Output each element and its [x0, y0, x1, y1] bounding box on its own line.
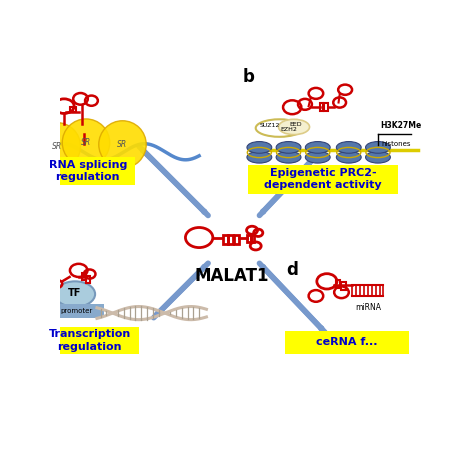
Bar — [73, 107, 76, 112]
Bar — [223, 235, 228, 244]
FancyBboxPatch shape — [40, 157, 135, 185]
Bar — [319, 103, 323, 110]
Bar — [49, 304, 104, 318]
Bar — [247, 235, 251, 242]
Ellipse shape — [247, 151, 272, 163]
Ellipse shape — [276, 142, 301, 153]
Text: histones: histones — [382, 141, 411, 147]
Text: Transcription
regulation: Transcription regulation — [48, 329, 131, 352]
Bar — [82, 273, 86, 280]
Text: Epigenetic PRC2-
dependent activity: Epigenetic PRC2- dependent activity — [264, 168, 382, 191]
Ellipse shape — [247, 142, 272, 153]
FancyBboxPatch shape — [285, 331, 409, 355]
Text: SUZ12: SUZ12 — [260, 123, 281, 128]
Text: EED: EED — [290, 122, 302, 127]
Bar — [341, 283, 346, 290]
Ellipse shape — [55, 282, 95, 307]
Text: d: d — [287, 261, 299, 279]
Text: ceRNA f...: ceRNA f... — [316, 337, 378, 347]
Text: H3K27Me: H3K27Me — [380, 121, 421, 130]
Text: RNA splicing
regulation: RNA splicing regulation — [49, 160, 127, 182]
Bar — [251, 235, 254, 242]
FancyBboxPatch shape — [248, 164, 398, 194]
Circle shape — [62, 119, 109, 166]
Ellipse shape — [305, 151, 330, 163]
Ellipse shape — [276, 151, 301, 163]
Text: TF: TF — [68, 288, 82, 299]
Bar — [228, 235, 233, 244]
Text: SR: SR — [118, 140, 128, 149]
Ellipse shape — [365, 151, 391, 163]
Text: MALAT1: MALAT1 — [195, 267, 269, 285]
Bar — [234, 235, 238, 244]
Ellipse shape — [279, 119, 310, 135]
Bar — [324, 103, 328, 110]
Bar — [336, 280, 340, 288]
Ellipse shape — [337, 151, 361, 163]
Text: SR: SR — [81, 138, 91, 147]
FancyBboxPatch shape — [40, 327, 139, 355]
Text: SR: SR — [52, 142, 62, 151]
Circle shape — [99, 121, 146, 168]
Text: b: b — [243, 68, 255, 86]
Bar — [70, 107, 73, 112]
Circle shape — [33, 123, 81, 170]
Text: EZH2: EZH2 — [280, 128, 297, 132]
Text: promoter: promoter — [61, 308, 93, 314]
Ellipse shape — [365, 142, 391, 153]
Ellipse shape — [337, 142, 361, 153]
Text: miRNA: miRNA — [355, 302, 381, 311]
Ellipse shape — [305, 142, 330, 153]
Bar — [86, 276, 90, 283]
